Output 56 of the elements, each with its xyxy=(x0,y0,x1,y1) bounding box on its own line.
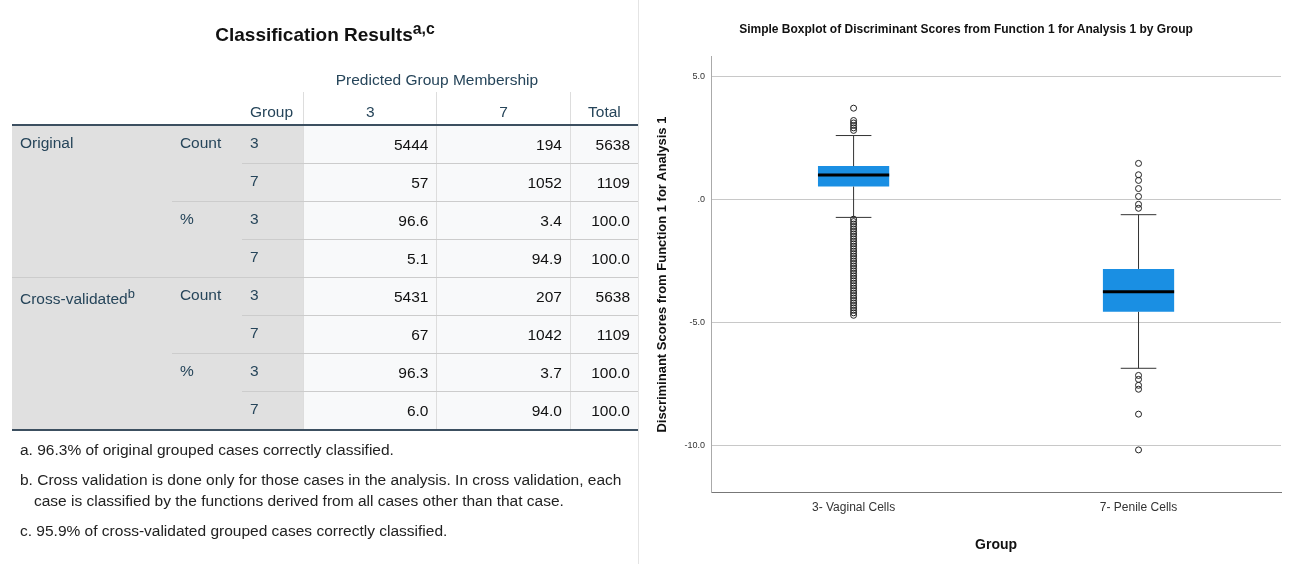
category-label: 3 xyxy=(303,92,437,126)
x-tick-label: 7- Penile Cells xyxy=(1099,500,1178,515)
text: Count xyxy=(179,134,222,152)
text: b. Cross validation is done only for those cases in the analysis. In cross validation, each case is classified by the functions derived from all cases other than that case. xyxy=(20,470,623,512)
text: Count xyxy=(179,286,222,304)
text: Predicted Group Membership xyxy=(334,70,540,91)
text: 67 xyxy=(411,325,429,343)
y-tick-label: .0 xyxy=(697,193,706,204)
category-label: Total xyxy=(570,92,638,126)
text: 100.0 xyxy=(591,249,630,267)
text: 7 xyxy=(249,248,259,266)
x-axis-title: Group xyxy=(975,536,1018,553)
text: 1109 xyxy=(596,173,630,191)
text: 5638 xyxy=(595,287,630,305)
text: 96.6 xyxy=(398,211,429,229)
text: 100.0 xyxy=(591,401,630,419)
text: a. 96.3% of original grouped cases correctly classified. xyxy=(20,440,395,461)
text: 1109 xyxy=(596,325,630,343)
text: 3 xyxy=(249,286,259,304)
text: 5.1 xyxy=(406,249,429,267)
text: 3 xyxy=(249,210,259,228)
text: 94.9 xyxy=(531,249,562,267)
text: Cross-validated$^{b}$ xyxy=(20,286,135,308)
y-axis-title: Discriminant Scores from Function 1 for Analysis 1 xyxy=(654,116,670,433)
text: 3.4 xyxy=(540,211,562,229)
text: 1042 xyxy=(527,325,562,343)
text: 3.7 xyxy=(540,363,562,381)
text: 194 xyxy=(536,135,562,153)
chart-title: Simple Boxplot of Discriminant Scores from Function 1 for Analysis 1 by Group xyxy=(739,21,1193,36)
text: Original xyxy=(20,134,74,152)
x-tick-label: 3- Vaginal Cells xyxy=(812,500,896,515)
y-tick-label: -5.0 xyxy=(689,317,706,328)
text: 5638 xyxy=(595,135,630,153)
text: 7 xyxy=(249,324,259,342)
text: 94.0 xyxy=(531,401,562,419)
category-label: Group xyxy=(249,102,295,123)
text: 100.0 xyxy=(591,363,630,381)
y-tick-label: -10.0 xyxy=(684,440,706,451)
text: 57 xyxy=(411,173,429,191)
text: 1052 xyxy=(527,173,562,191)
category-label: 7 xyxy=(436,92,571,126)
text: c. 95.9% of cross-validated grouped cases correctly classified. xyxy=(20,521,449,542)
y-tick-label: 5.0 xyxy=(692,70,706,81)
text: 7 xyxy=(249,172,259,190)
text: % xyxy=(179,362,194,380)
text: 100.0 xyxy=(591,211,630,229)
text: 3 xyxy=(249,362,259,380)
text: 5444 xyxy=(393,135,429,153)
text: 207 xyxy=(536,287,562,305)
text: 5431 xyxy=(393,287,429,305)
text: 96.3 xyxy=(398,363,429,381)
text: % xyxy=(179,210,194,228)
text: 7 xyxy=(249,400,259,418)
text: 6.0 xyxy=(406,401,429,419)
text: Classification Results$^{a,c}$ xyxy=(214,20,436,47)
text: 3 xyxy=(249,134,259,152)
